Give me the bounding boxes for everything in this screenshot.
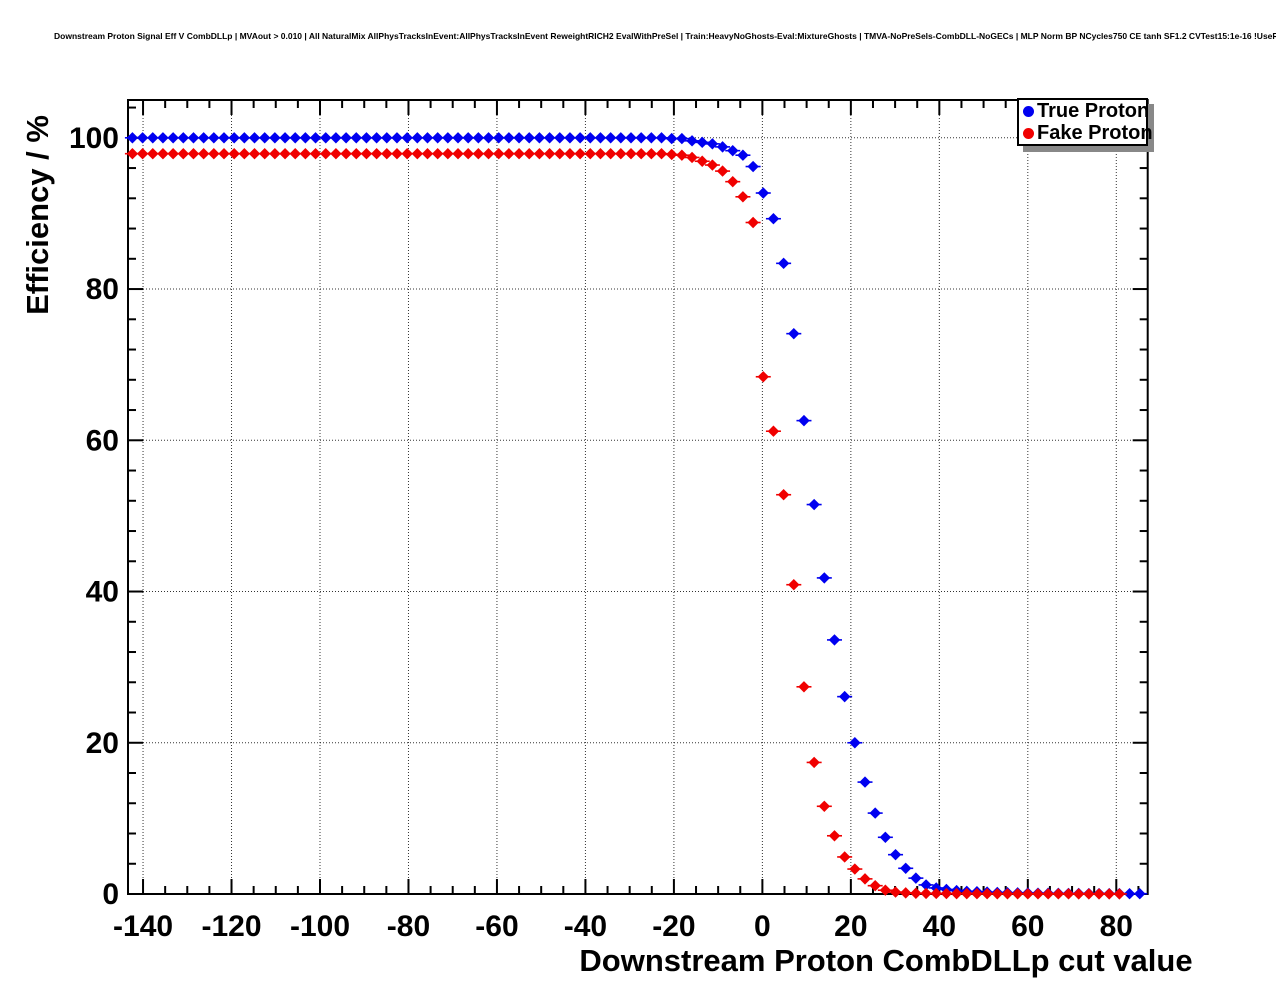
x-tick-label: 40 [923,910,956,943]
grid-lines [128,100,1148,894]
data-series [124,132,1148,900]
x-tick-label: -20 [652,910,695,943]
x-tick-label: -120 [201,910,261,943]
legend-label-fake-proton: Fake Proton [1037,122,1153,144]
x-tick-label: 20 [834,910,867,943]
x-tick-label: -100 [290,910,350,943]
y-tick-label: 20 [86,727,119,760]
x-tick-label: -140 [113,910,173,943]
legend-label-true-proton: True Proton [1037,100,1150,122]
legend: True Proton Fake Proton [1017,98,1153,146]
series-true-proton [124,132,1148,900]
series-fake-proton [124,147,1127,900]
legend-item-true-proton: True Proton [1019,100,1150,122]
plot-frame [127,99,1149,895]
x-tick-label: 60 [1011,910,1044,943]
fake-proton-marker-icon [1023,127,1034,139]
plot-title: Downstream Proton Signal Eff V CombDLLp … [54,31,1276,41]
x-tick-label: -40 [564,910,607,943]
x-tick-label: -80 [387,910,430,943]
x-tick-label: 0 [754,910,771,943]
x-tick-label: -60 [475,910,518,943]
legend-item-fake-proton: Fake Proton [1019,122,1153,144]
x-tick-label: 80 [1100,910,1133,943]
y-tick-label: 0 [102,878,119,911]
axis-ticks [128,100,1148,895]
y-tick-label: 60 [86,424,119,457]
axis-labels: Downstream Proton CombDLLp cut value Eff… [20,115,1193,978]
x-axis-title: Downstream Proton CombDLLp cut value [579,943,1192,978]
y-tick-label: 80 [86,273,119,306]
y-tick-label: 100 [69,122,119,155]
true-proton-marker-icon [1023,105,1034,117]
y-axis-title: Efficiency / % [20,115,55,315]
y-tick-label: 40 [86,576,119,609]
